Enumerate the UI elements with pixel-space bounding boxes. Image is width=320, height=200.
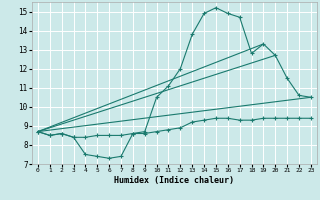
X-axis label: Humidex (Indice chaleur): Humidex (Indice chaleur) [115, 176, 234, 185]
